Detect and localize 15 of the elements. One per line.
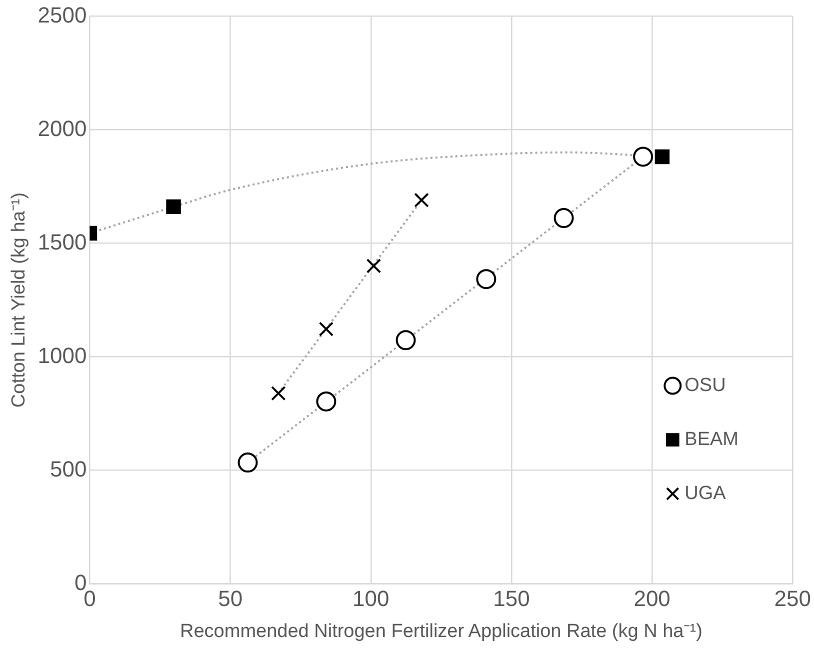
x-axis-title: Recommended Nitrogen Fertilizer Application Rate (kg N ha⁻¹) — [180, 620, 702, 642]
y-tick-label: 2500 — [38, 2, 87, 28]
x-tick-label: 100 — [352, 586, 390, 612]
x-tick-label: 50 — [218, 586, 243, 612]
x-tick-label: 150 — [493, 586, 530, 612]
x-tick-label: 250 — [774, 586, 812, 612]
legend-label: UGA — [684, 483, 726, 504]
y-axis-title: Cotton Lint Yield (kg ha⁻¹) — [8, 192, 30, 408]
legend-label: OSU — [684, 375, 726, 396]
y-tick-label: 2000 — [38, 116, 87, 141]
legend-label: BEAM — [684, 429, 739, 450]
x-tick-label: 200 — [634, 586, 670, 612]
y-tick-label: 1000 — [38, 342, 87, 368]
y-tick-label: 1500 — [38, 229, 87, 254]
y-tick-label: 500 — [50, 456, 87, 482]
